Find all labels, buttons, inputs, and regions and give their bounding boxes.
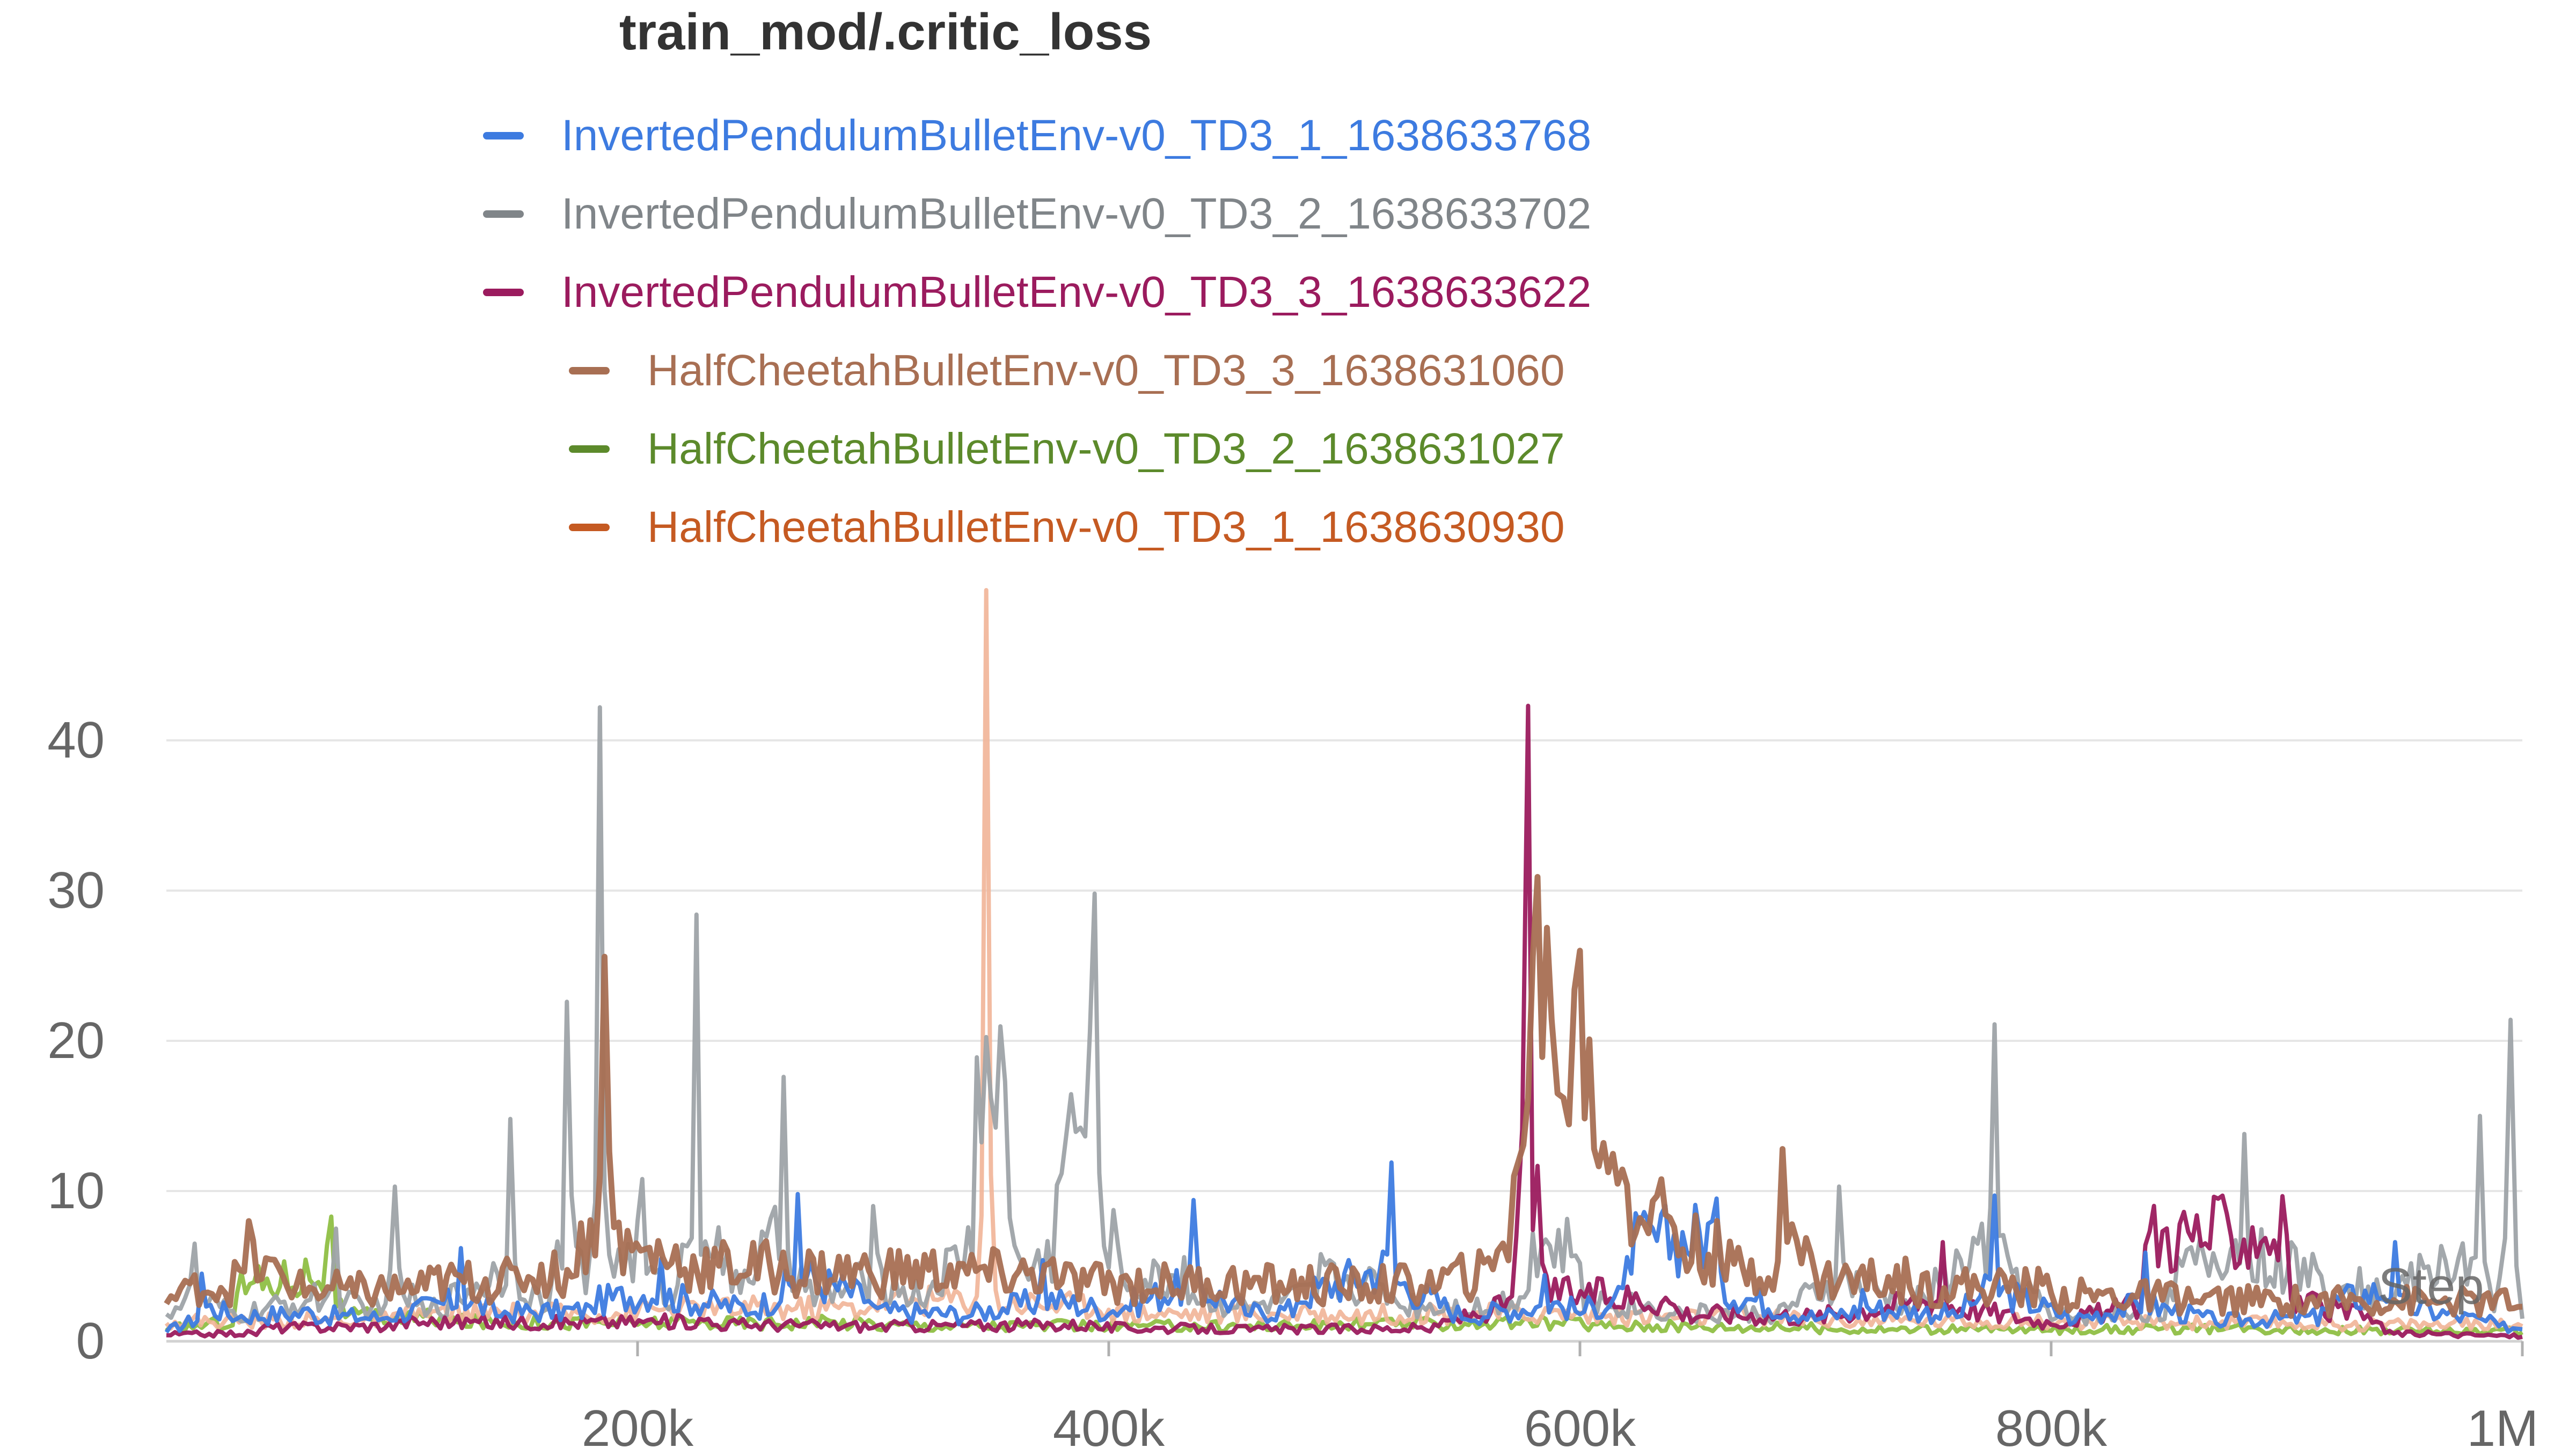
legend-swatch-1	[483, 210, 524, 218]
legend-label-1: InvertedPendulumBulletEnv-v0_TD3_2_16386…	[561, 189, 1592, 238]
legend-label-4: HalfCheetahBulletEnv-v0_TD3_2_1638631027	[647, 424, 1565, 473]
legend-item-1: InvertedPendulumBulletEnv-v0_TD3_2_16386…	[483, 175, 1591, 253]
legend-label-0: InvertedPendulumBulletEnv-v0_TD3_1_16386…	[561, 111, 1592, 160]
x-axis-label: Step	[2378, 1258, 2484, 1315]
series-line-2	[166, 703, 2523, 1340]
series-line-5	[164, 588, 2523, 1333]
chart-title: train_mod/.critic_loss	[619, 3, 1152, 61]
legend-item-4: HalfCheetahBulletEnv-v0_TD3_2_1638631027	[569, 410, 1565, 488]
y-tick-label-2: 20	[47, 1012, 105, 1069]
legend-swatch-0	[483, 132, 524, 139]
legend-item-2: InvertedPendulumBulletEnv-v0_TD3_3_16386…	[483, 253, 1591, 332]
gridlines	[166, 739, 2522, 1192]
y-tick-label-4: 40	[47, 711, 105, 769]
x-tick-label-3: 800k	[1995, 1400, 2107, 1455]
legend-item-0: InvertedPendulumBulletEnv-v0_TD3_1_16386…	[483, 97, 1591, 175]
series-lines	[164, 588, 2524, 1340]
x-tick-label-1: 400k	[1053, 1400, 1165, 1455]
legend-item-5: HalfCheetahBulletEnv-v0_TD3_1_1638630930	[569, 488, 1565, 567]
axes: 0 10 20 30 40 200k 400k 600k 800k 1M	[47, 711, 2538, 1455]
legend-swatch-4	[569, 445, 610, 453]
x-tick-label-0: 200k	[582, 1400, 694, 1455]
legend-swatch-5	[569, 524, 610, 531]
y-tick-label-1: 10	[47, 1162, 105, 1219]
x-tick-label-2: 600k	[1524, 1400, 1636, 1455]
legend-swatch-3	[569, 367, 610, 374]
legend-swatch-2	[483, 289, 524, 296]
legend-label-2: InvertedPendulumBulletEnv-v0_TD3_3_16386…	[561, 268, 1592, 317]
series-line-1	[165, 705, 2524, 1327]
series-line-3	[164, 874, 2523, 1319]
x-tick-label-4: 1M	[2467, 1400, 2538, 1455]
legend-label-5: HalfCheetahBulletEnv-v0_TD3_1_1638630930	[647, 503, 1565, 552]
y-tick-label-0: 0	[76, 1312, 105, 1370]
legend-label-3: HalfCheetahBulletEnv-v0_TD3_3_1638631060	[647, 346, 1565, 395]
legend-item-3: HalfCheetahBulletEnv-v0_TD3_3_1638631060	[569, 332, 1565, 410]
y-tick-label-3: 30	[47, 862, 105, 919]
